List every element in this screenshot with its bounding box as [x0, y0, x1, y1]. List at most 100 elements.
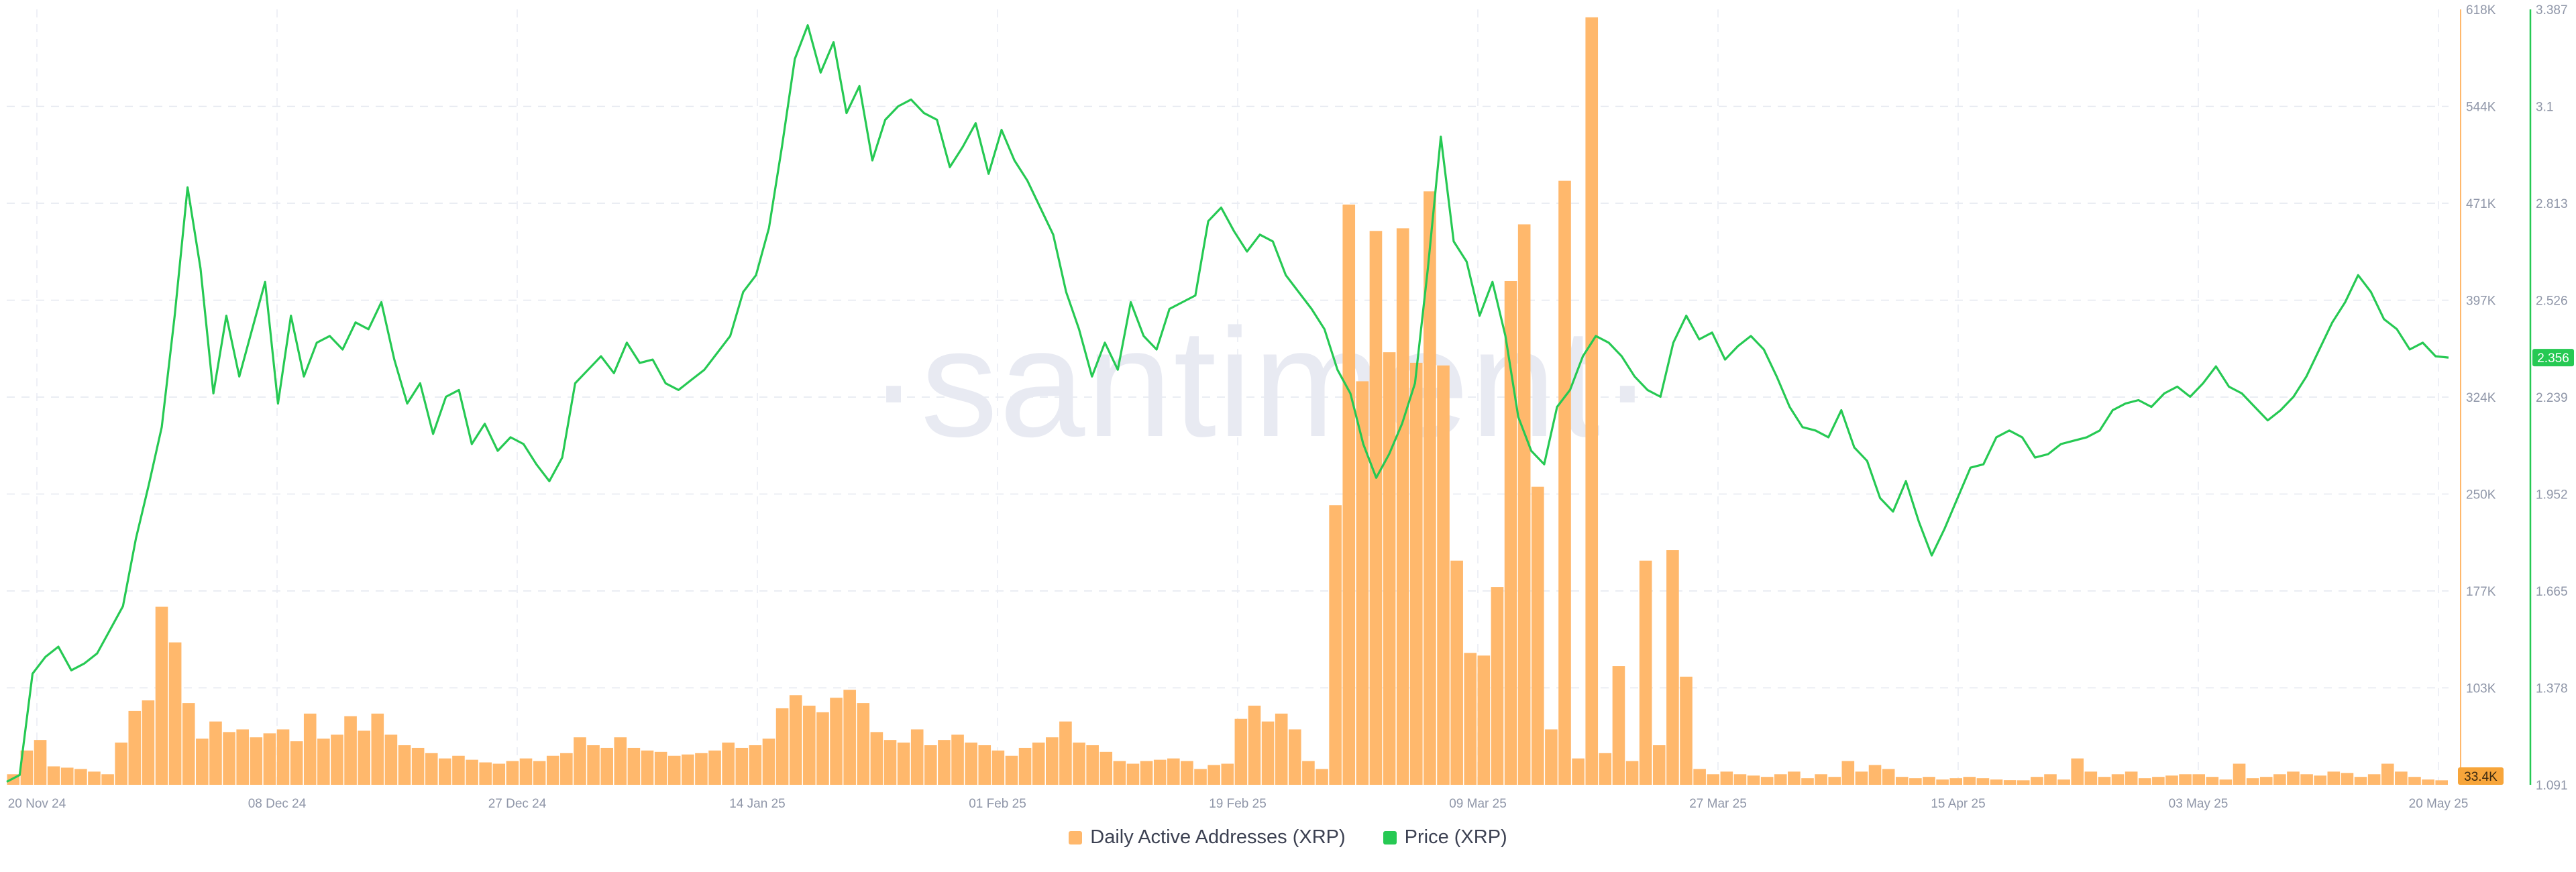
bar-daily-active-addresses	[574, 737, 586, 785]
bar-daily-active-addresses	[910, 729, 924, 785]
bar-daily-active-addresses	[614, 737, 627, 785]
bar-daily-active-addresses	[587, 745, 600, 785]
bar-daily-active-addresses	[938, 740, 951, 785]
bar-daily-active-addresses	[358, 730, 370, 785]
bar-daily-active-addresses	[452, 755, 465, 785]
bar-daily-active-addresses	[384, 734, 398, 785]
bar-daily-active-addresses	[695, 753, 708, 785]
bar-daily-active-addresses	[479, 762, 492, 785]
bar-daily-active-addresses	[1612, 666, 1625, 785]
bar-daily-active-addresses	[803, 706, 816, 785]
bar-daily-active-addresses	[1585, 17, 1599, 785]
bar-daily-active-addresses	[951, 734, 964, 785]
bar-daily-active-addresses	[1558, 180, 1571, 785]
tick-label-right: 1.952	[2536, 488, 2568, 502]
bar-daily-active-addresses	[1545, 729, 1558, 785]
tick-label-right: 1.665	[2536, 585, 2568, 599]
last-addresses-label: 33.4K	[2464, 770, 2498, 784]
tick-label-x: 08 Dec 24	[248, 797, 307, 811]
tick-label-left: 250K	[2466, 488, 2496, 502]
bar-daily-active-addresses	[600, 747, 613, 785]
bar-daily-active-addresses	[1464, 653, 1477, 785]
bar-daily-active-addresses	[1868, 765, 1882, 785]
legend-label-addresses: Daily Active Addresses (XRP)	[1090, 826, 1346, 848]
bar-daily-active-addresses	[250, 737, 263, 785]
bar-daily-active-addresses	[1923, 777, 1935, 785]
bar-daily-active-addresses	[1760, 777, 1774, 785]
tick-label-x: 15 Apr 25	[1931, 797, 1985, 811]
bar-daily-active-addresses	[1841, 761, 1855, 785]
bar-daily-active-addresses	[317, 739, 330, 785]
bar-daily-active-addresses	[2300, 774, 2313, 785]
bar-daily-active-addresses	[398, 745, 411, 785]
price-line	[6, 24, 2449, 783]
bar-daily-active-addresses	[1599, 753, 1612, 785]
bar-daily-active-addresses	[439, 758, 451, 785]
bar-daily-active-addresses	[2367, 774, 2381, 785]
bar-daily-active-addresses	[506, 761, 519, 785]
bar-daily-active-addresses	[816, 712, 829, 785]
tick-label-right: 2.526	[2536, 294, 2568, 309]
tick-label-x: 09 Mar 25	[1449, 797, 1507, 811]
bar-daily-active-addresses	[883, 740, 897, 785]
bar-daily-active-addresses	[1140, 761, 1153, 785]
bar-daily-active-addresses	[47, 766, 60, 785]
bar-daily-active-addresses	[789, 695, 802, 785]
bar-daily-active-addresses	[1424, 191, 1436, 785]
bar-daily-active-addresses	[1976, 778, 1990, 785]
bar-daily-active-addresses	[371, 713, 384, 785]
bar-daily-active-addresses	[1409, 362, 1423, 785]
tick-label-left: 618K	[2466, 3, 2496, 17]
bar-daily-active-addresses	[2111, 774, 2125, 785]
bar-daily-active-addresses	[2152, 777, 2165, 785]
tick-label-right: 2.239	[2536, 391, 2568, 405]
tick-label-left: 471K	[2466, 197, 2496, 211]
bar-daily-active-addresses	[182, 703, 195, 785]
bar-daily-active-addresses	[857, 703, 870, 785]
bar-daily-active-addresses	[1815, 774, 1827, 785]
bar-daily-active-addresses	[1288, 729, 1301, 785]
bar-daily-active-addresses	[2381, 763, 2394, 785]
bar-daily-active-addresses	[519, 758, 533, 785]
bar-daily-active-addresses	[641, 750, 654, 785]
bar-daily-active-addresses	[2287, 771, 2300, 785]
last-price-badge	[2532, 349, 2574, 367]
last-addresses-badge	[2458, 767, 2504, 785]
bar-daily-active-addresses	[1882, 769, 1895, 785]
bar-daily-active-addresses	[263, 733, 276, 785]
tick-label-left: 177K	[2466, 585, 2496, 599]
bar-daily-active-addresses	[209, 721, 222, 785]
bar-daily-active-addresses	[1531, 486, 1544, 785]
tick-label-right: 2.813	[2536, 197, 2568, 211]
bar-daily-active-addresses	[1437, 365, 1450, 785]
bar-daily-active-addresses	[1990, 779, 2003, 785]
bar-daily-active-addresses	[1733, 774, 1747, 785]
bar-daily-active-addresses	[1302, 761, 1315, 785]
last-value-labels: 2.356 33.4K	[2458, 349, 2574, 785]
bar-daily-active-addresses	[546, 755, 559, 785]
bar-daily-active-addresses	[627, 747, 641, 785]
watermark: ·santiment·	[868, 296, 1654, 469]
bar-daily-active-addresses	[1747, 775, 1760, 785]
bar-daily-active-addresses	[722, 743, 735, 785]
bar-daily-active-addresses	[411, 747, 425, 785]
legend-item-price[interactable]: Price (XRP)	[1383, 826, 1507, 849]
bar-daily-active-addresses	[331, 734, 343, 785]
bar-daily-active-addresses	[20, 750, 34, 785]
bar-daily-active-addresses	[236, 729, 249, 785]
bar-daily-active-addresses	[2192, 774, 2206, 785]
legend-swatch-price	[1383, 830, 1397, 844]
bar-daily-active-addresses	[1693, 769, 1706, 785]
bar-daily-active-addresses	[1261, 721, 1275, 785]
bar-daily-active-addresses	[1801, 778, 1814, 785]
bar-daily-active-addresses	[843, 690, 856, 785]
bar-daily-active-addresses	[466, 759, 478, 785]
tick-label-left: 397K	[2466, 294, 2496, 309]
bar-daily-active-addresses	[1046, 737, 1059, 785]
bar-daily-active-addresses	[344, 716, 357, 785]
legend-item-addresses[interactable]: Daily Active Addresses (XRP)	[1069, 826, 1346, 849]
bar-daily-active-addresses	[2138, 778, 2151, 785]
bar-daily-active-addresses	[1099, 751, 1113, 785]
bar-daily-active-addresses	[991, 750, 1005, 785]
